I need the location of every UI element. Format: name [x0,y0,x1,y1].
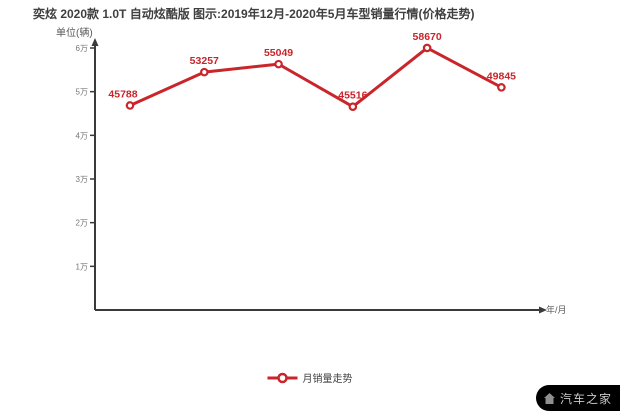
data-point-label: 53257 [190,55,219,67]
data-point [125,101,135,110]
chart-title: 奕炫 2020款 1.0T 自动炫酷版 图示:2019年12月-2020年5月车… [33,7,475,21]
y-axis-tick-label: 4万 [76,131,88,140]
data-point [274,59,283,69]
data-point [422,43,432,53]
y-axis-tick-label: 6万 [76,44,88,53]
y-axis-tick-label: 2万 [76,219,88,228]
data-point [199,67,209,77]
x-axis-unit-label: 年/月 [546,305,567,315]
y-axis-tick-label: 1万 [76,262,88,271]
data-point [348,102,358,111]
x-axis-arrow-icon [539,306,547,314]
watermark-text: 汽车之家 [559,391,612,406]
legend-line-marker-icon [267,372,298,383]
data-point-label: 45788 [108,88,137,100]
y-axis-tick-label: 5万 [76,88,88,97]
y-axis-tick-label: 3万 [76,175,88,184]
y-axis-arrow-icon [91,38,99,46]
line-series [128,46,503,109]
autohome-logo-icon [543,392,555,404]
legend: 月销量走势 [267,370,353,385]
data-point [497,83,506,92]
data-point-label: 49845 [487,70,516,82]
data-point-label: 45516 [338,90,367,102]
data-point-label: 58670 [413,31,442,43]
y-axis-unit-label: 单位(辆) [56,28,93,39]
data-point-label: 55049 [264,47,293,59]
legend-label: 月销量走势 [302,374,353,385]
watermark: 汽车之家 [536,385,620,411]
